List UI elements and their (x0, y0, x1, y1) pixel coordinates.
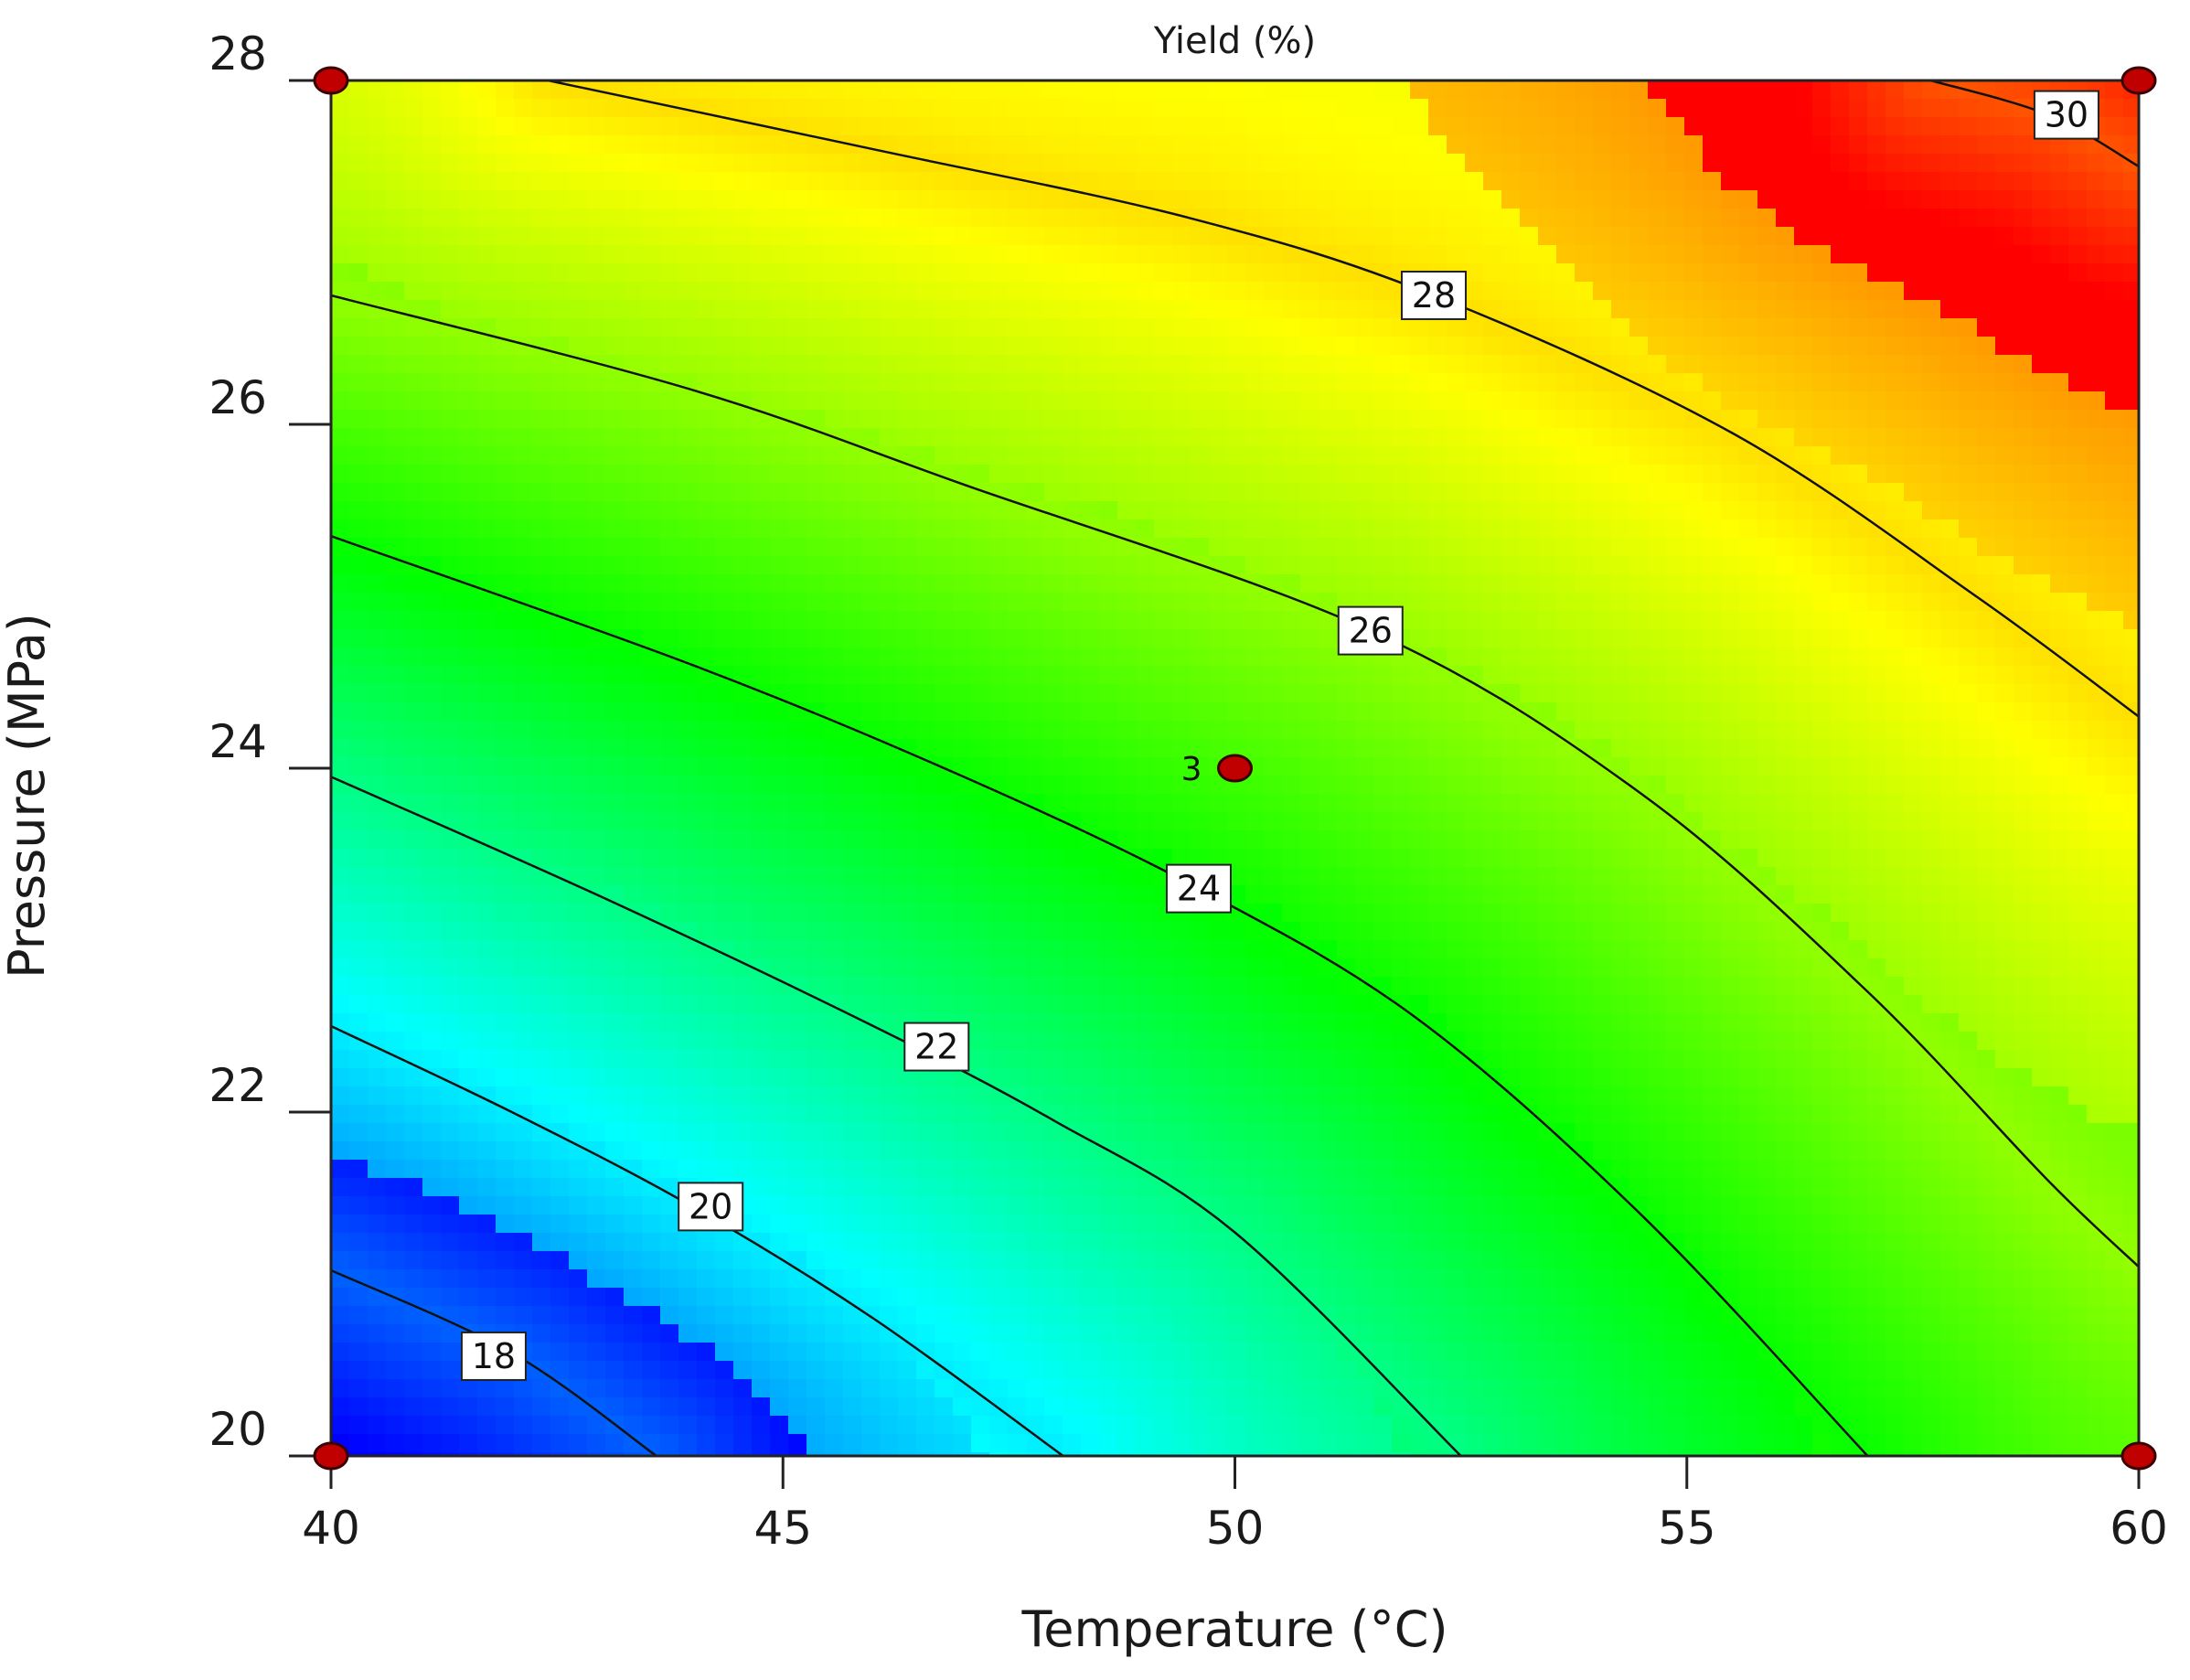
y-axis-title: Pressure (MPa) (0, 613, 56, 979)
contour-label-28: 28 (1400, 271, 1467, 320)
chart-title: Yield (%) (1153, 20, 1316, 62)
contour-label-30: 30 (2033, 90, 2099, 140)
contour-label-26: 26 (1337, 605, 1404, 656)
design-point-1 (313, 66, 349, 95)
x-tick-label-55: 55 (1658, 1502, 1716, 1555)
x-tick-label-50: 50 (1206, 1502, 1265, 1555)
response-surface (331, 80, 2139, 1456)
design-point-3 (1217, 754, 1253, 783)
contour-label-20: 20 (678, 1182, 744, 1232)
y-tick-label-28: 28 (208, 27, 267, 80)
contour-labels: 18 20 22 24 26 28 30 (460, 90, 2099, 1381)
contour-label-22: 22 (903, 1022, 970, 1072)
design-points: 3 (313, 66, 2157, 1471)
axes: 40 45 50 55 60 20 22 24 26 28 (208, 27, 2167, 1555)
design-point-2 (2121, 66, 2157, 95)
y-tick-label-26: 26 (208, 371, 267, 424)
x-axis-title: Temperature (°C) (1020, 1600, 1448, 1658)
design-point-4 (313, 1441, 349, 1471)
x-tick-label-45: 45 (753, 1502, 812, 1555)
x-tick-label-60: 60 (2110, 1502, 2168, 1555)
contour-label-24: 24 (1165, 863, 1232, 914)
contour-line-26 (331, 294, 2139, 1268)
y-tick-label-20: 20 (208, 1403, 267, 1456)
x-tick-label-40: 40 (302, 1502, 360, 1555)
y-tick-label-24: 24 (208, 715, 267, 768)
design-point-label: 3 (1181, 751, 1202, 788)
contour-label-18: 18 (460, 1331, 527, 1381)
y-tick-label-22: 22 (208, 1059, 267, 1112)
design-point-5 (2121, 1441, 2157, 1471)
